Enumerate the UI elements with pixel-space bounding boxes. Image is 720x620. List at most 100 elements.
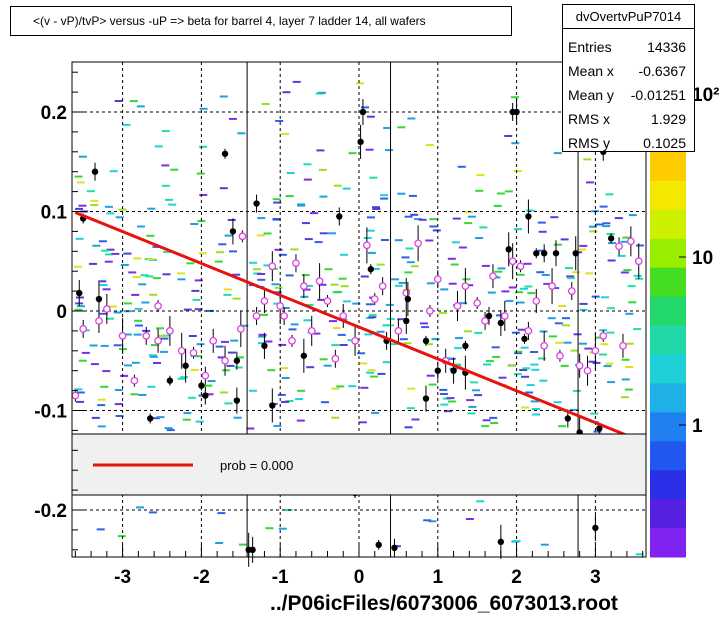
black-point [607,235,615,242]
density-cell [78,359,87,362]
density-cell [397,318,406,321]
black-point [391,544,398,552]
density-cell [227,219,236,221]
density-cell [348,385,357,388]
profile-marker [508,257,517,266]
density-cell [406,407,415,410]
density-cell [272,198,281,201]
density-cell [120,374,129,377]
density-cell [330,283,339,286]
density-cell [114,100,123,102]
density-cell [118,208,127,211]
density-cell [474,394,483,397]
density-cell [372,206,380,209]
density-cell [214,260,223,263]
density-cell [145,275,154,278]
density-cell [161,164,170,167]
density-cell [183,412,192,415]
density-cell [588,360,597,363]
profile-marker [209,336,218,345]
density-cell [263,264,272,267]
density-cell [278,343,287,346]
density-cell [160,350,169,353]
density-cell [76,181,85,184]
density-cell [161,130,170,133]
density-cell [418,218,427,221]
density-cell [467,412,476,415]
density-cell [340,253,348,256]
stats-box: dvOvertvPuP7014 Entries 14336 Mean x -0.… [562,4,695,152]
density-cell [329,320,337,323]
title-box: <(v - vP)/tvP> versus -uP => beta for ba… [10,6,512,36]
density-cell [146,234,155,237]
x-tick-label: 2 [511,567,522,588]
density-cell [411,418,420,421]
density-cell [553,152,562,155]
density-cell [447,257,456,260]
density-cell [192,298,201,301]
density-cell [149,511,157,514]
density-cell [526,209,535,212]
black-point [505,246,512,253]
density-cell [420,322,428,325]
density-cell [101,249,110,252]
density-cell [380,197,389,200]
density-cell [256,234,265,237]
density-cell [257,342,266,345]
density-cell [90,199,99,202]
density-cell [519,369,528,371]
density-cell [516,301,525,304]
density-cell [156,327,164,330]
density-cell [316,149,325,152]
density-cell [224,402,233,405]
profile-marker [473,299,482,307]
density-cell [166,429,175,432]
density-cells [73,80,644,556]
z-axis-label: 10 [692,248,713,269]
density-cell [334,290,343,293]
stats-value: 0.1025 [643,135,686,151]
density-cell [606,307,615,310]
density-cell [302,288,311,291]
density-cell [228,117,237,120]
density-cell [560,238,569,241]
density-cell [131,293,140,296]
stats-key: Entries [568,39,612,55]
density-cell [147,385,156,388]
density-cell [504,190,513,193]
density-cell [468,405,477,408]
density-cell [385,149,393,152]
density-cell [492,355,501,358]
density-cell [140,274,149,277]
density-cell [76,400,84,403]
profile-marker [154,336,162,345]
density-cell [233,416,242,419]
density-cell [332,327,341,330]
density-cell [633,274,642,277]
density-cell [567,277,576,280]
density-cell [527,292,536,295]
density-cell [272,218,281,221]
density-cell [426,374,435,377]
density-cell [342,187,351,190]
density-cell [114,403,123,406]
density-cell [98,280,107,283]
density-cell [97,398,106,401]
profile-marker [351,336,359,345]
density-cell [397,192,406,195]
density-cell [525,391,534,394]
palette-cell [650,528,686,558]
density-cell [86,190,95,193]
black-point [592,524,599,532]
profile-marker [142,332,151,340]
density-cell [120,264,129,266]
density-cell [320,401,329,404]
black-point [269,402,276,409]
density-cell [106,248,115,251]
density-cell [367,369,376,372]
black-point [233,397,241,404]
density-cell [337,333,346,336]
legend-entry-text: prob = 0.000 [220,458,293,473]
density-cell [366,229,375,232]
density-cell [483,363,492,366]
